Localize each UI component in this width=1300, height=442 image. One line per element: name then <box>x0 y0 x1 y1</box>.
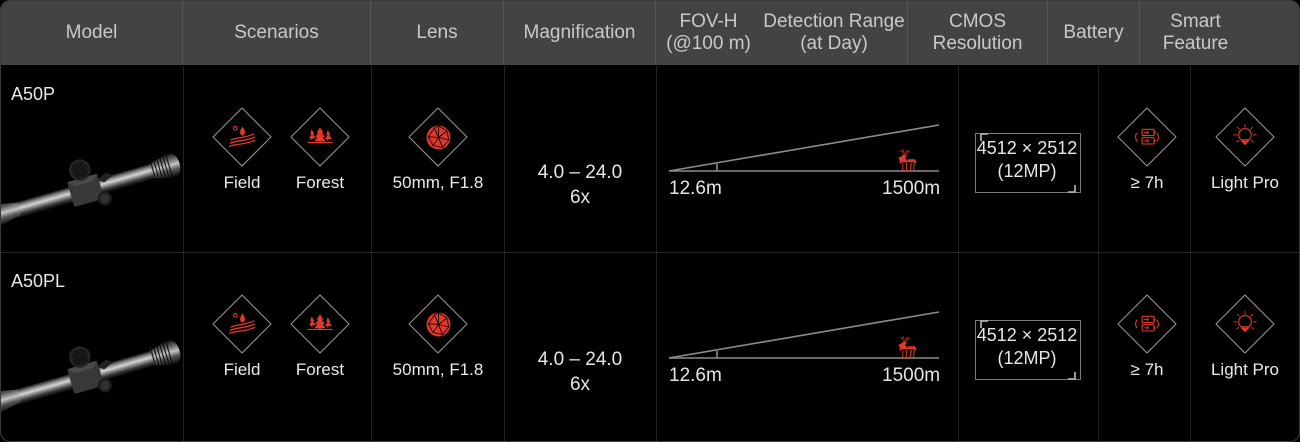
svg-text:12.6m: 12.6m <box>669 178 722 199</box>
svg-text:1500m: 1500m <box>882 178 940 199</box>
svg-text:1500m: 1500m <box>882 365 940 386</box>
svg-text:12.6m: 12.6m <box>669 365 722 386</box>
